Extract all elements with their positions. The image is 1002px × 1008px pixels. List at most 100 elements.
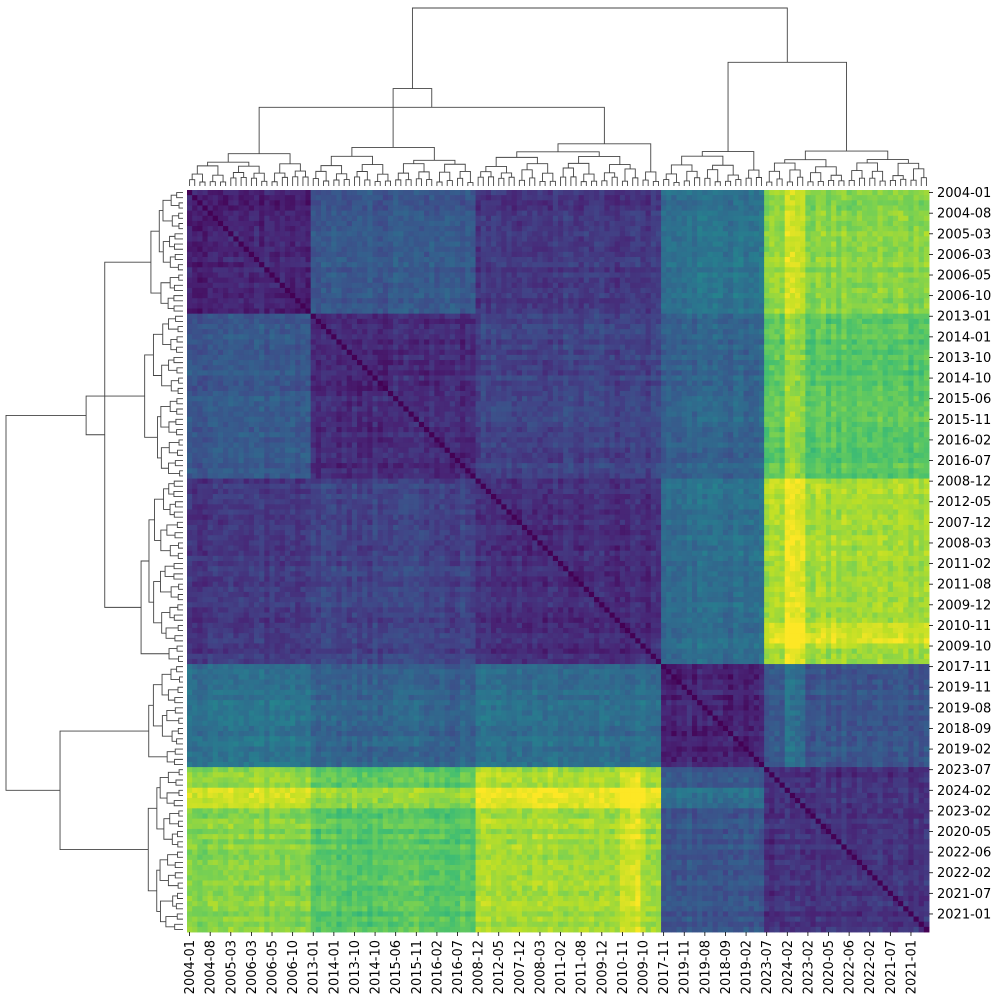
heatmap-cell — [691, 308, 698, 315]
heatmap-cell — [779, 298, 786, 304]
heatmap-cell — [795, 236, 801, 242]
heatmap-cell — [753, 210, 760, 217]
heatmap-cell — [573, 365, 580, 371]
heatmap-cell — [702, 282, 708, 289]
heatmap-cell — [418, 287, 425, 294]
heatmap-cell — [867, 241, 873, 248]
heatmap-cell — [913, 272, 920, 279]
heatmap-cell — [609, 344, 616, 351]
heatmap-cell — [609, 231, 616, 237]
heatmap-cell — [666, 308, 672, 315]
heatmap-cell — [475, 277, 482, 284]
heatmap-cell — [253, 241, 260, 248]
heatmap-cell — [681, 272, 688, 279]
heatmap-cell — [661, 241, 667, 248]
heatmap-cell — [269, 323, 276, 330]
heatmap-cell — [624, 241, 631, 248]
heatmap-cell — [903, 339, 909, 346]
heatmap-cell — [346, 200, 353, 206]
heatmap-cell — [774, 256, 781, 263]
heatmap-cell — [393, 287, 399, 294]
heatmap-cell — [485, 354, 492, 361]
heatmap-cell — [532, 236, 538, 242]
heatmap-cell — [387, 205, 394, 212]
heatmap-cell — [501, 354, 507, 361]
heatmap-cell — [831, 220, 837, 227]
heatmap-cell — [346, 282, 353, 289]
heatmap-cell — [537, 210, 543, 217]
heatmap-cell — [516, 349, 523, 356]
heatmap-cell — [722, 349, 729, 356]
heatmap-cell — [413, 220, 420, 227]
heatmap-cell — [382, 287, 389, 294]
heatmap-cell — [815, 329, 822, 335]
heatmap-cell — [310, 231, 317, 237]
heatmap-cell — [697, 256, 703, 263]
heatmap-cell — [465, 277, 471, 284]
heatmap-cell — [253, 220, 260, 227]
heatmap-cell — [800, 241, 806, 248]
heatmap-cell — [614, 267, 621, 273]
heatmap-cell — [774, 360, 781, 366]
heatmap-cell — [264, 339, 270, 346]
heatmap-cell — [831, 313, 837, 320]
heatmap-cell — [563, 298, 569, 304]
heatmap-cell — [465, 287, 471, 294]
heatmap-cell — [362, 365, 368, 371]
heatmap-cell — [511, 272, 518, 279]
heatmap-cell — [661, 220, 667, 227]
heatmap-cell — [568, 334, 574, 340]
heatmap-cell — [418, 251, 425, 258]
heatmap-cell — [424, 231, 430, 237]
heatmap-cell — [521, 334, 528, 340]
heatmap-cell — [578, 308, 585, 315]
heatmap-cell — [583, 262, 590, 268]
heatmap-cell — [207, 220, 214, 227]
heatmap-cell — [655, 231, 662, 237]
heatmap-cell — [836, 329, 842, 335]
heatmap-cell — [223, 303, 229, 309]
heatmap-cell — [320, 190, 327, 196]
heatmap-cell — [825, 334, 832, 340]
heatmap-cell — [187, 231, 193, 237]
heatmap-cell — [831, 287, 837, 294]
heatmap-cell — [367, 267, 373, 273]
heatmap-cell — [764, 293, 770, 299]
heatmap-cell — [357, 360, 363, 366]
heatmap-cell — [846, 210, 853, 217]
heatmap-cell — [733, 287, 739, 294]
heatmap-cell — [377, 277, 384, 284]
heatmap-cell — [676, 360, 683, 366]
heatmap-cell — [336, 231, 343, 237]
heatmap-cell — [867, 251, 873, 258]
heatmap-cell — [398, 205, 404, 212]
heatmap-cell — [243, 272, 250, 279]
heatmap-cell — [568, 313, 574, 320]
heatmap-cell — [310, 246, 317, 253]
heatmap-cell — [264, 303, 270, 309]
heatmap-cell — [346, 226, 353, 232]
heatmap-cell — [619, 344, 626, 351]
heatmap-cell — [619, 334, 626, 340]
heatmap-cell — [527, 365, 533, 371]
heatmap-cell — [795, 256, 801, 263]
heatmap-cell — [336, 308, 343, 315]
heatmap-cell — [712, 329, 719, 335]
heatmap-cell — [578, 241, 585, 248]
heatmap-cell — [212, 277, 219, 284]
heatmap-cell — [331, 360, 337, 366]
heatmap-cell — [640, 241, 647, 248]
heatmap-cell — [867, 272, 873, 279]
heatmap-cell — [640, 236, 647, 242]
heatmap-cell — [496, 339, 502, 346]
heatmap-cell — [563, 236, 569, 242]
heatmap-cell — [424, 236, 430, 242]
heatmap-cell — [795, 226, 801, 232]
heatmap-cell — [558, 365, 564, 371]
heatmap-cell — [284, 277, 291, 284]
heatmap-cell — [248, 241, 255, 248]
heatmap-cell — [336, 262, 343, 268]
heatmap-cell — [269, 339, 276, 346]
heatmap-cell — [387, 293, 394, 299]
heatmap-cell — [295, 313, 301, 320]
